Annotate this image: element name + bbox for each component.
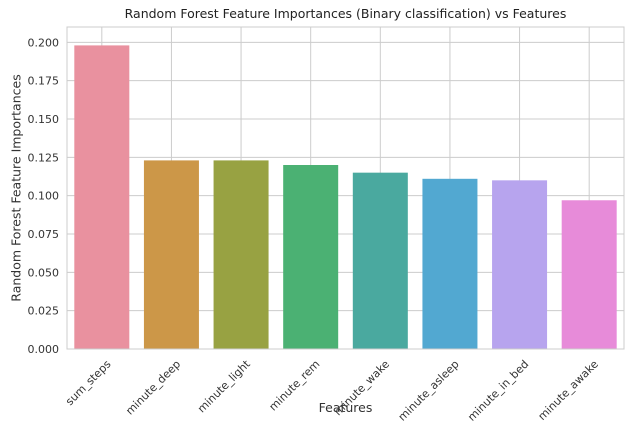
x-tick-label: minute_in_bed <box>465 358 531 424</box>
y-tick-label: 0.200 <box>28 36 60 49</box>
y-tick-labels: 0.000 0.025 0.050 0.075 0.100 0.125 0.150 0.175… <box>28 36 60 356</box>
x-tick-label: sum_steps <box>63 357 114 408</box>
y-tick-label: 0.075 <box>28 228 60 241</box>
bar-minute_rem <box>283 165 339 349</box>
y-tick-label: 0.100 <box>28 190 60 203</box>
x-tick-label: minute_asleep <box>396 358 462 424</box>
plot-frame <box>66 26 625 350</box>
bar-minute_light <box>213 160 269 349</box>
bar-minute_deep <box>143 160 199 349</box>
bar-minute_in_bed <box>492 180 548 349</box>
bars <box>74 45 617 350</box>
y-axis-label: Random Forest Feature Importances <box>9 74 24 301</box>
bar-minute_asleep <box>422 178 478 349</box>
y-tick-label: 0.150 <box>28 113 60 126</box>
x-tick-label: minute_rem <box>267 358 323 414</box>
bar-minute_awake <box>561 200 617 349</box>
x-tick-label: minute_deep <box>123 358 183 418</box>
bar-minute_wake <box>352 172 408 349</box>
chart-title: Random Forest Feature Importances (Binar… <box>125 6 567 21</box>
x-axis-label: Features <box>319 400 373 415</box>
y-tick-label: 0.175 <box>28 75 60 88</box>
x-tick-label: minute_light <box>195 357 253 415</box>
y-tick-label: 0.050 <box>28 266 60 279</box>
y-tick-label: 0.125 <box>28 151 60 164</box>
bar-sum_steps <box>74 45 130 350</box>
x-tick-label: minute_awake <box>536 357 602 423</box>
y-tick-label: 0.025 <box>28 305 60 318</box>
y-tick-label: 0.000 <box>28 343 60 356</box>
